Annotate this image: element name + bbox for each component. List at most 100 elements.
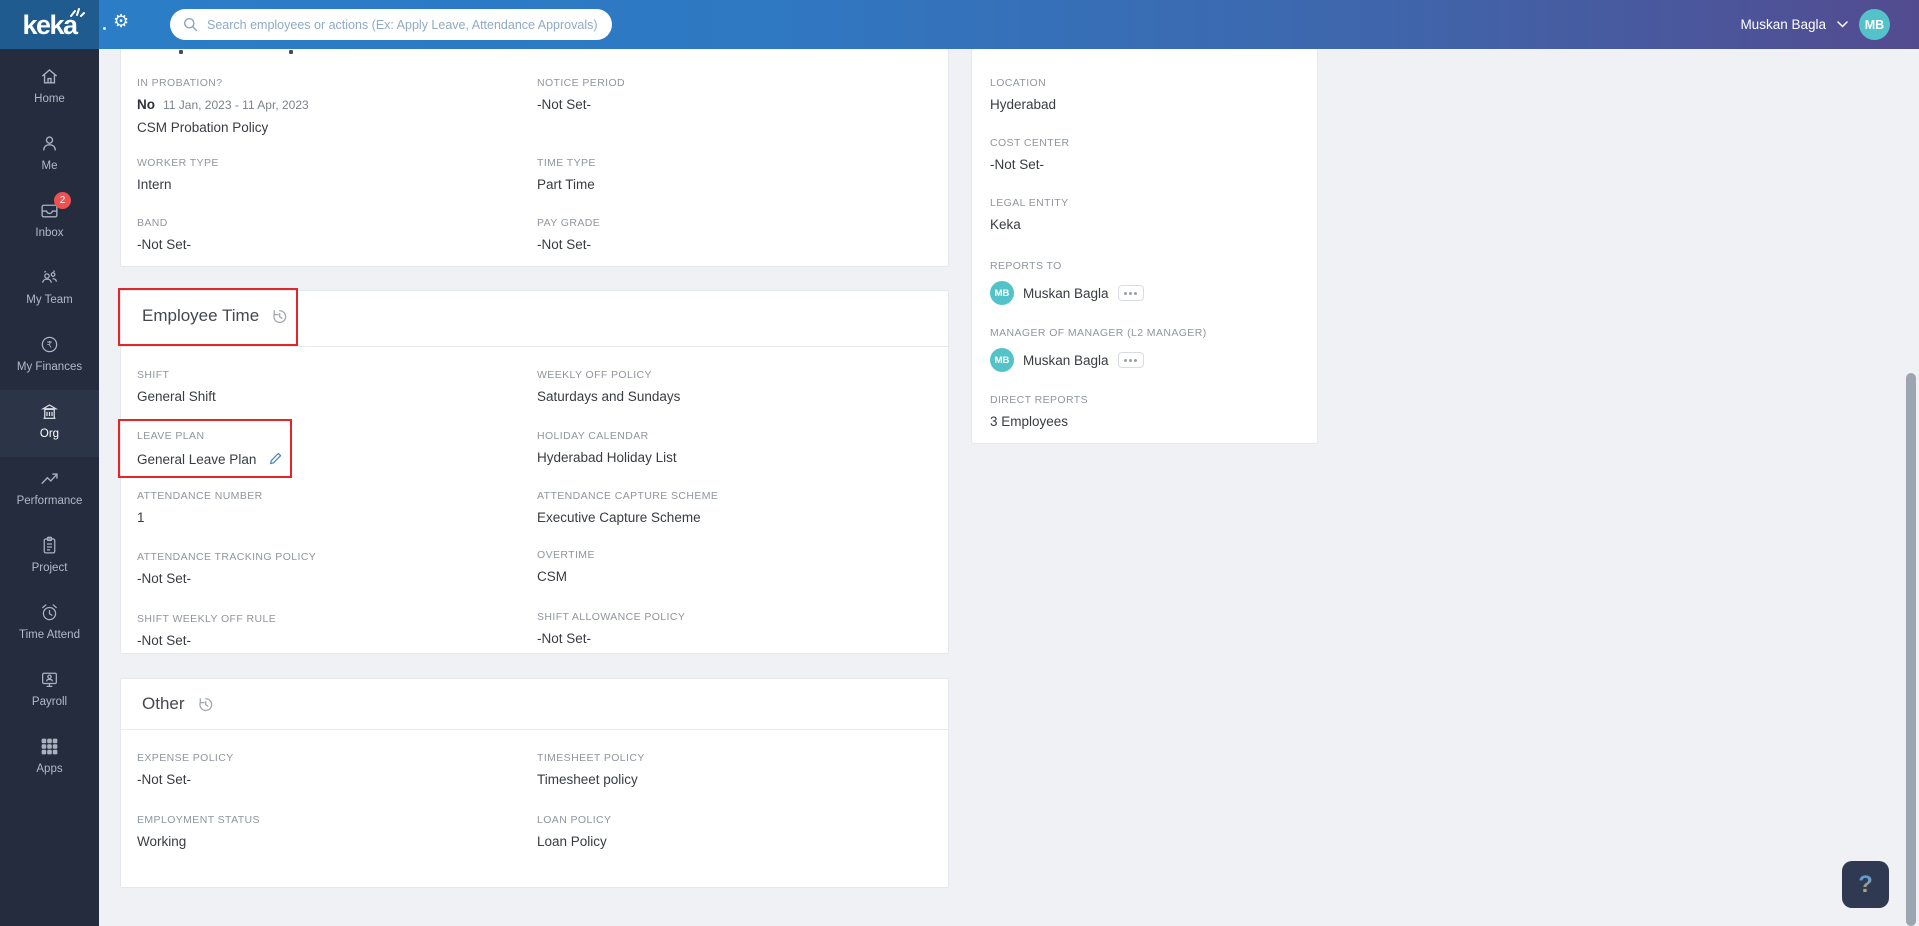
sidebar-item-label: Project <box>31 562 68 574</box>
search-input[interactable] <box>207 17 599 32</box>
field-expense-policy: EXPENSE POLICY -Not Set- <box>137 752 234 787</box>
field-overtime: OVERTIME CSM <box>537 549 595 584</box>
team-icon <box>42 270 57 283</box>
field-band: BAND -Not Set- <box>137 217 192 252</box>
field-holiday-calendar: HOLIDAY CALENDAR Hyderabad Holiday List <box>537 430 677 465</box>
direct-reports-value: 3 Employees <box>990 414 1069 429</box>
field-direct-reports: DIRECT REPORTS 3 Employees <box>990 394 1088 429</box>
sidebar-item-home[interactable]: Home <box>0 55 99 122</box>
sidebar-item-org[interactable]: Org <box>0 390 99 457</box>
help-question-mark: ? <box>1858 870 1873 898</box>
sidebar-item-performance[interactable]: Performance <box>0 457 99 524</box>
field-shift-weekly-off-rule: SHIFT WEEKLY OFF RULE -Not Set- <box>137 613 277 648</box>
sidebar-item-my-finances[interactable]: ₹ My Finances <box>0 323 99 390</box>
job-details-card: IN PROBATION? No 11 Jan, 2023 - 11 Apr, … <box>120 49 949 267</box>
divider <box>121 729 948 730</box>
sidebar-item-label: Org <box>39 428 60 440</box>
field-attendance-tracking-policy: ATTENDANCE TRACKING POLICY -Not Set- <box>137 551 317 586</box>
edit-leave-plan-icon[interactable] <box>268 451 283 469</box>
field-reports-to: REPORTS TO MB Muskan Bagla <box>990 260 1144 305</box>
logo-spark-icon <box>70 8 85 17</box>
inbox-badge: 2 <box>54 192 71 209</box>
sidebar-item-label: Home <box>34 93 65 105</box>
home-icon <box>41 69 58 84</box>
inbox-icon <box>41 204 58 218</box>
project-icon <box>43 536 56 554</box>
header-dot <box>103 27 106 30</box>
field-timesheet-policy: TIMESHEET POLICY Timesheet policy <box>537 752 645 787</box>
sidebar-item-label: My Team <box>26 294 73 306</box>
sidebar-item-time-attend[interactable]: Time Attend <box>0 591 99 658</box>
gear-icon[interactable]: ⚙ <box>113 11 130 31</box>
field-employment-status: EMPLOYMENT STATUS Working <box>137 814 260 849</box>
field-legal-entity: LEGAL ENTITY Keka <box>990 197 1069 232</box>
field-in-probation: IN PROBATION? No 11 Jan, 2023 - 11 Apr, … <box>137 77 309 135</box>
field-weekly-off-policy: WEEKLY OFF POLICY Saturdays and Sundays <box>537 369 681 404</box>
other-card: Other EXPENSE POLICY -Not Set- TIMESHEET… <box>120 678 949 888</box>
field-location: LOCATION Hyderabad <box>990 77 1057 112</box>
sidebar-nav: Home Me 2 Inbox My Team ₹ My Finances <box>0 49 99 926</box>
payroll-icon <box>42 672 57 687</box>
employee-time-card: Employee Time SHIFT General Shift WEEKLY… <box>120 290 949 654</box>
probation-policy: CSM Probation Policy <box>137 120 269 135</box>
sidebar-item-label: Time Attend <box>19 629 80 641</box>
avatar: MB <box>990 348 1014 372</box>
field-l2-manager: MANAGER OF MANAGER (L2 MANAGER) MB Muska… <box>990 327 1207 372</box>
user-name: Muskan Bagla <box>1740 17 1826 32</box>
user-avatar: MB <box>1859 9 1890 40</box>
field-time-type: TIME TYPE Part Time <box>537 157 596 192</box>
sidebar-item-apps[interactable]: Apps <box>0 725 99 792</box>
sidebar-item-payroll[interactable]: Payroll <box>0 658 99 725</box>
field-shift-allowance-policy: SHIFT ALLOWANCE POLICY -Not Set- <box>537 611 686 646</box>
more-options-button[interactable] <box>1117 285 1144 301</box>
search-icon <box>184 18 198 32</box>
sidebar-item-inbox[interactable]: 2 Inbox <box>0 189 99 256</box>
performance-icon <box>41 473 58 484</box>
more-options-button[interactable] <box>1117 352 1144 368</box>
sidebar-item-project[interactable]: Project <box>0 524 99 591</box>
leave-plan-value: General Leave Plan <box>137 451 257 467</box>
other-title: Other <box>142 694 185 713</box>
sidebar-item-label: Apps <box>36 763 63 775</box>
org-icon <box>40 404 59 419</box>
finances-icon: ₹ <box>41 336 58 353</box>
field-worker-type: WORKER TYPE Intern <box>137 157 219 192</box>
sidebar-item-label: Performance <box>16 495 83 507</box>
top-header: keka ⚙ Muskan Bagla MB <box>0 0 1919 49</box>
chevron-down-icon <box>1837 21 1848 28</box>
user-icon <box>43 136 56 151</box>
history-icon[interactable] <box>197 696 214 713</box>
time-attend-icon <box>42 604 57 621</box>
user-menu[interactable]: Muskan Bagla MB <box>1740 0 1890 49</box>
field-attendance-capture-scheme: ATTENDANCE CAPTURE SCHEME Executive Capt… <box>537 490 719 525</box>
sidebar-item-my-team[interactable]: My Team <box>0 256 99 323</box>
probation-period: 11 Jan, 2023 - 11 Apr, 2023 <box>163 97 309 112</box>
sidebar-item-label: Payroll <box>31 696 68 708</box>
field-shift: SHIFT General Shift <box>137 369 216 404</box>
field-pay-grade: PAY GRADE -Not Set- <box>537 217 601 252</box>
reports-to-name: Muskan Bagla <box>1023 285 1109 301</box>
global-search <box>170 9 612 40</box>
keka-logo-text: keka <box>22 10 78 40</box>
help-button[interactable]: ? <box>1842 861 1889 908</box>
sidebar-item-label: My Finances <box>16 361 83 373</box>
clipped-text-fragment <box>289 50 293 54</box>
divider <box>121 346 948 347</box>
sidebar-item-label: Inbox <box>35 227 64 239</box>
sidebar-item-label: Me <box>41 160 58 172</box>
vertical-scrollbar[interactable] <box>1906 373 1916 926</box>
apps-icon <box>41 738 58 755</box>
avatar: MB <box>990 281 1014 305</box>
in-probation-value: No <box>137 97 155 112</box>
clipped-text-fragment <box>179 50 183 54</box>
svg-text:₹: ₹ <box>47 340 53 350</box>
field-attendance-number: ATTENDANCE NUMBER 1 <box>137 490 263 525</box>
field-leave-plan: LEAVE PLAN General Leave Plan <box>137 430 283 468</box>
employee-time-title: Employee Time <box>142 306 260 325</box>
history-icon[interactable] <box>271 308 288 325</box>
l2-manager-name: Muskan Bagla <box>1023 352 1109 368</box>
field-loan-policy: LOAN POLICY Loan Policy <box>537 814 612 849</box>
keka-logo[interactable]: keka <box>0 0 99 49</box>
sidebar-item-me[interactable]: Me <box>0 122 99 189</box>
org-summary-card: LOCATION Hyderabad COST CENTER -Not Set-… <box>971 49 1318 444</box>
